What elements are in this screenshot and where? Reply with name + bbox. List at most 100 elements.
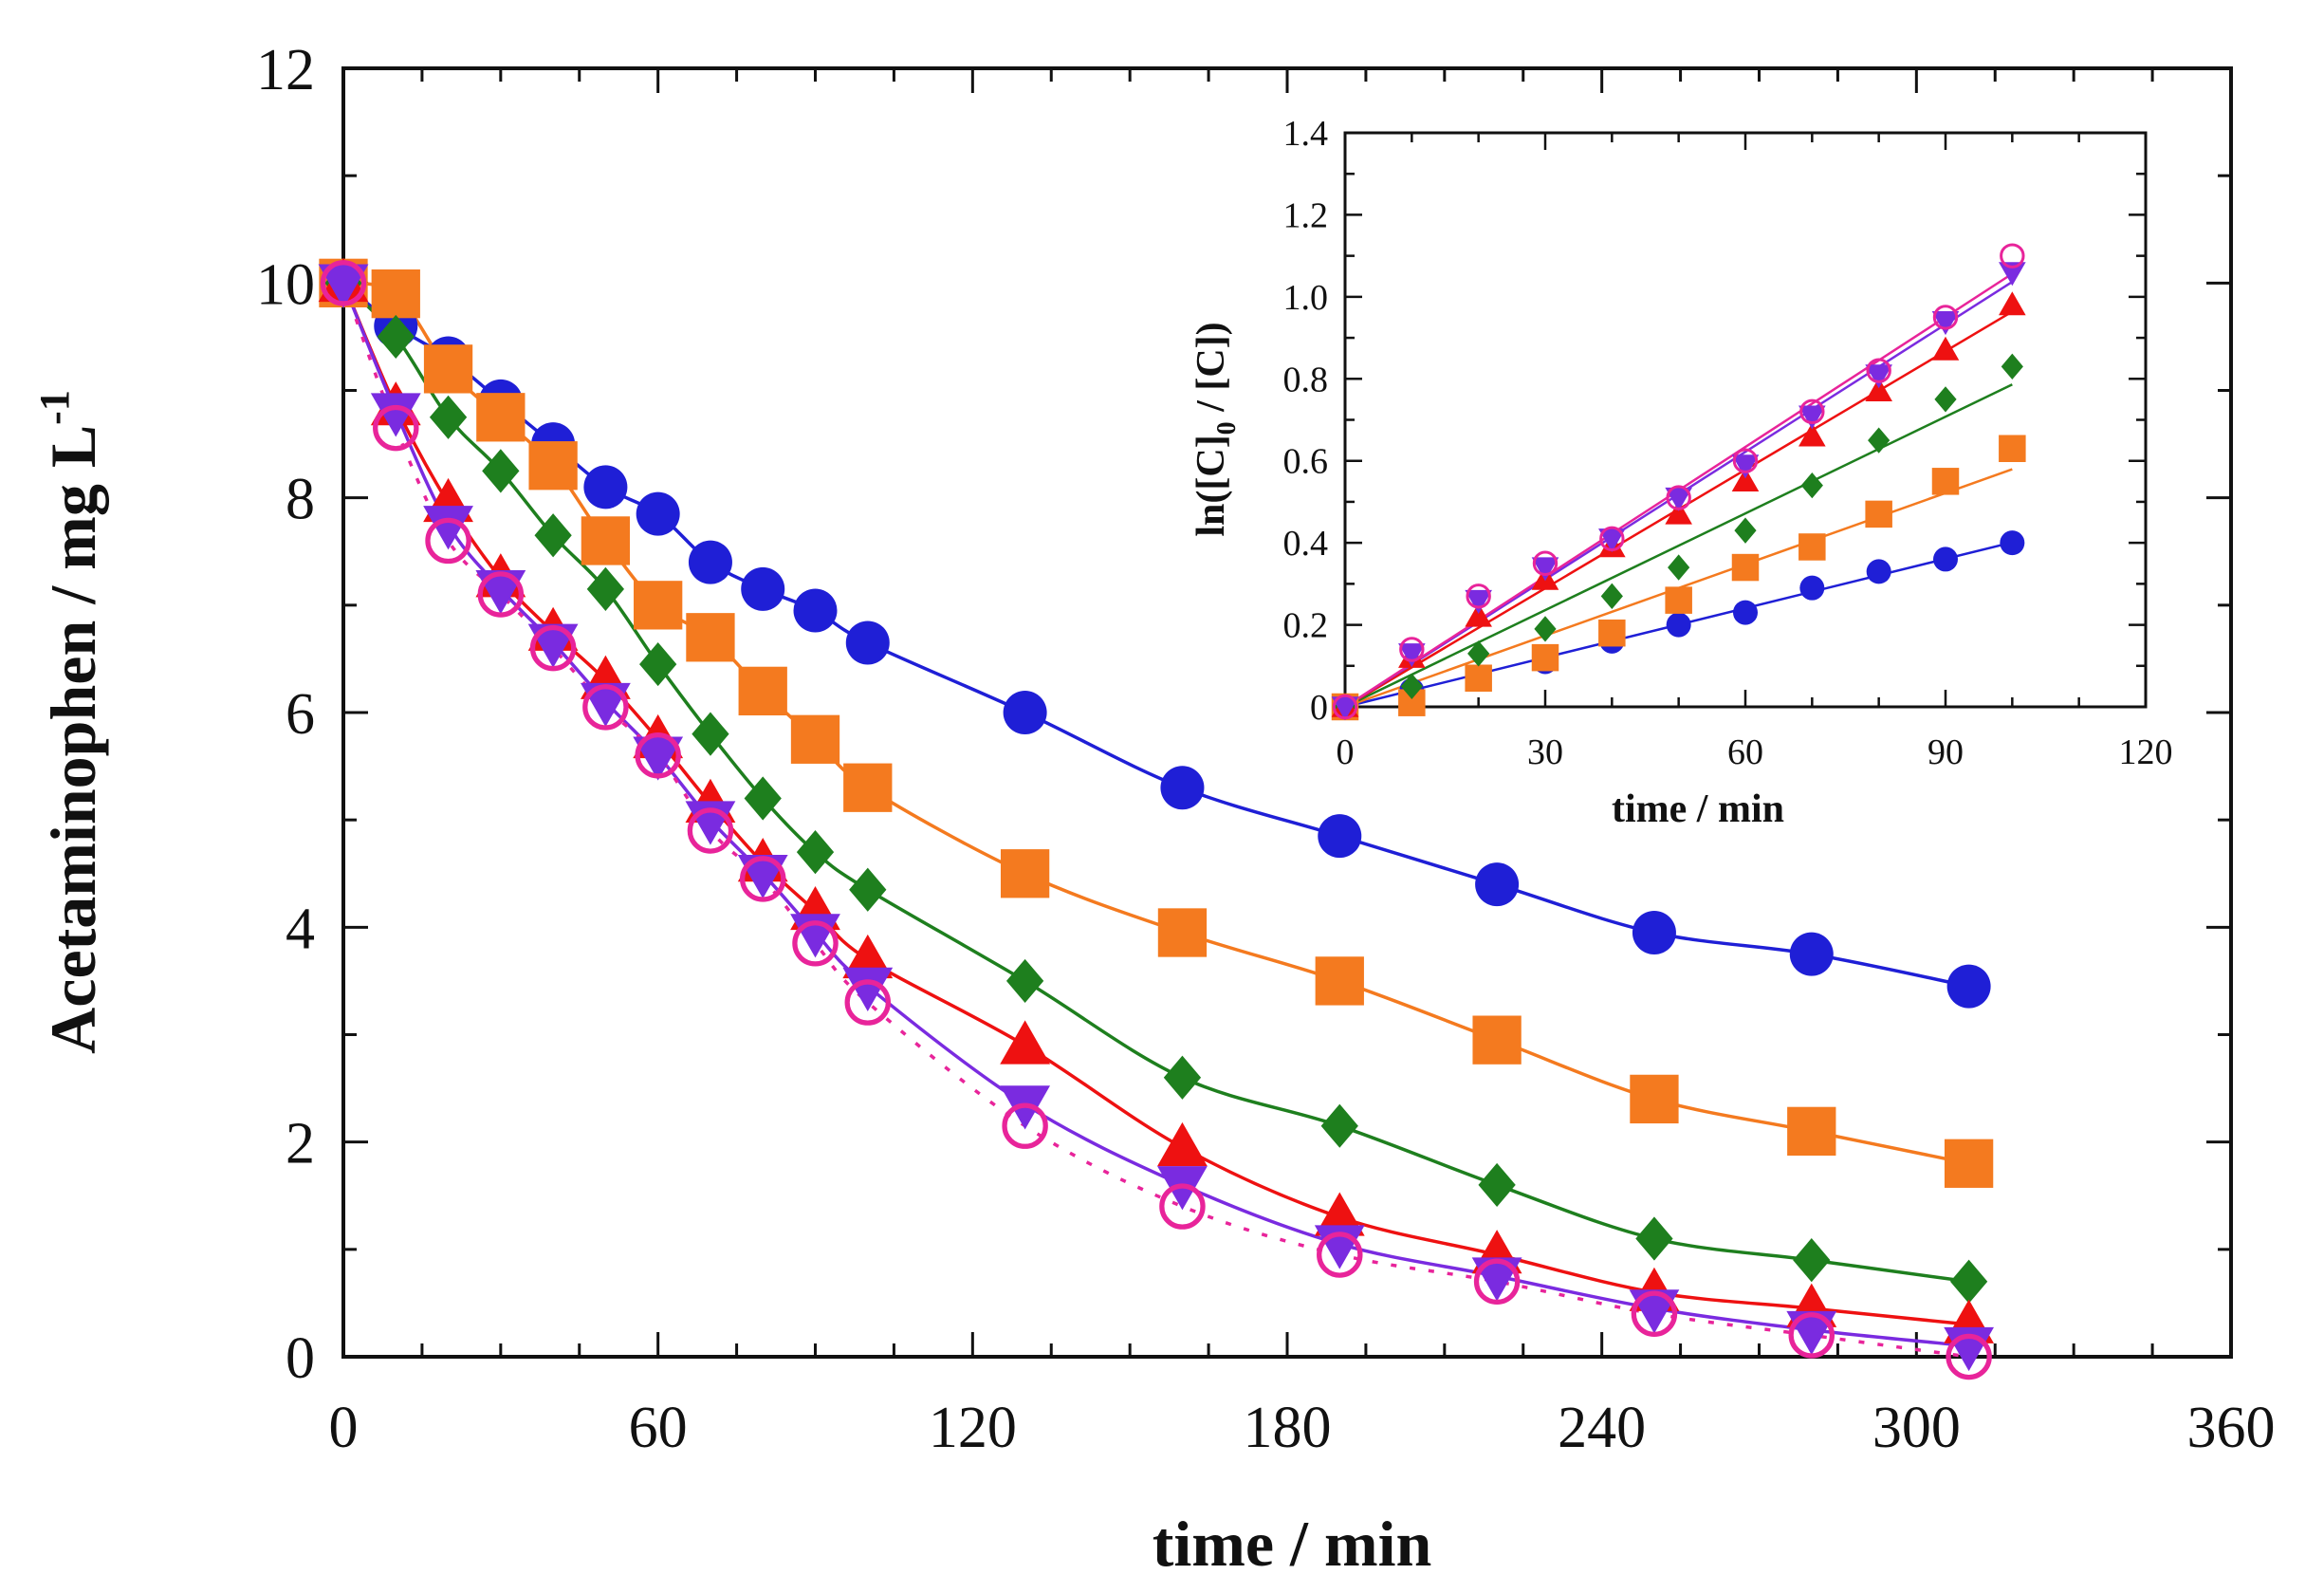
inset-point-green-diamonds (1868, 427, 1891, 454)
inset-point-green-diamonds (1600, 583, 1623, 609)
inset-point-orange-squares (1999, 435, 2026, 462)
main-point-pink-open-circles (1473, 1258, 1521, 1306)
inset-point-pink-open-circles (1332, 694, 1358, 720)
main-point-orange-squares (1000, 849, 1050, 898)
main-y-tick-label: 8 (286, 468, 315, 532)
inset-point-orange-squares (1465, 664, 1492, 692)
inset-point-purple-inverted-triangles (1398, 643, 1426, 668)
main-x-tick-label: 0 (329, 1396, 359, 1460)
main-y-axis-title: Acetaminophen / mg L-1 (31, 390, 109, 1054)
inset-point-pink-open-circles (1399, 637, 1425, 662)
main-point-orange-squares (371, 269, 420, 319)
main-point-green-diamonds (692, 712, 729, 756)
inset-point-pink-open-circles (1932, 305, 1959, 330)
inset-point-red-triangles (1798, 422, 1826, 447)
main-y-tick-label: 2 (286, 1112, 315, 1176)
main-point-pink-open-circles (687, 807, 734, 854)
inset-point-blue-circles (1799, 575, 1825, 601)
inset-point-purple-inverted-triangles (1531, 557, 1559, 582)
main-point-purple-inverted-triangles (318, 264, 369, 308)
inset-y-tick-label: 1.2 (1283, 195, 1329, 235)
inset-point-blue-circles (1666, 612, 1691, 638)
inset-point-blue-circles (1733, 600, 1758, 625)
inset-point-purple-inverted-triangles (1665, 487, 1692, 511)
main-x-axis-title: time / min (1153, 1508, 1432, 1580)
inset-point-orange-squares (1931, 468, 1960, 495)
inset-point-green-diamonds (1467, 640, 1490, 667)
inset-x-axis-title: time / min (1612, 787, 1784, 831)
inset-fit-line-green-diamonds (1344, 383, 2013, 709)
inset-point-purple-inverted-triangles (1798, 405, 1826, 430)
inset-point-orange-squares (1598, 619, 1626, 647)
inset-y-tick-label: 0.4 (1283, 524, 1329, 564)
main-point-pink-open-circles (1946, 1333, 1992, 1380)
main-point-green-diamonds (849, 867, 887, 912)
main-x-tick-label: 60 (629, 1396, 688, 1460)
inset-point-green-diamonds (1800, 472, 1823, 499)
inset-point-pink-open-circles (1866, 358, 1891, 383)
inset-y-tick-label: 0.6 (1283, 442, 1329, 482)
inset-point-red-triangles (1865, 377, 1892, 401)
main-point-red-triangles (842, 934, 894, 979)
main-point-blue-circles (1475, 862, 1520, 907)
main-point-orange-squares (423, 344, 473, 394)
inset-point-pink-open-circles (1532, 550, 1559, 576)
inset-y-axis-title: ln([C]0 / [C]) (1190, 322, 1242, 536)
inset-point-red-triangles (1931, 336, 1960, 361)
main-point-green-diamonds (744, 776, 782, 821)
main-point-green-diamonds (1320, 1103, 1358, 1148)
main-point-pink-open-circles (1317, 1232, 1363, 1278)
inset-point-green-diamonds (1934, 386, 1957, 413)
main-point-green-diamonds (482, 449, 520, 493)
main-y-tick-label: 0 (286, 1326, 315, 1391)
main-point-pink-open-circles (425, 517, 471, 565)
inset-point-pink-open-circles (1466, 583, 1491, 609)
main-point-green-diamonds (1478, 1162, 1516, 1208)
main-point-purple-inverted-triangles (370, 393, 421, 437)
main-point-green-diamonds (534, 513, 572, 558)
main-point-blue-circles (583, 465, 628, 509)
main-point-blue-circles (1003, 691, 1047, 734)
main-point-pink-open-circles (1788, 1312, 1835, 1359)
inset-point-blue-circles (2000, 530, 2025, 556)
main-point-orange-squares (581, 516, 631, 565)
main-point-green-diamonds (377, 314, 415, 360)
inset-point-purple-inverted-triangles (1931, 311, 1960, 336)
inset-point-pink-open-circles (1799, 398, 1825, 425)
main-point-pink-open-circles (582, 684, 629, 731)
main-point-pink-open-circles (792, 920, 839, 967)
inset-point-red-triangles (1665, 500, 1692, 525)
main-point-red-triangles (1314, 1192, 1365, 1236)
main-point-purple-inverted-triangles (633, 736, 684, 781)
main-y-tick-label: 4 (286, 897, 315, 961)
main-point-pink-open-circles (1631, 1290, 1678, 1337)
main-point-pink-open-circles (635, 732, 681, 779)
inset-x-tick-label: 60 (1727, 732, 1763, 772)
inset-point-green-diamonds (1534, 616, 1557, 642)
main-point-blue-circles (688, 540, 732, 584)
main-point-blue-circles (1789, 932, 1834, 976)
inset-point-blue-circles (1933, 546, 1958, 572)
inset-point-pink-open-circles (1732, 448, 1759, 473)
inset-point-orange-squares (1865, 500, 1892, 528)
main-x-tick-label: 360 (2187, 1396, 2276, 1460)
main-point-purple-inverted-triangles (423, 506, 473, 550)
main-point-pink-open-circles (529, 624, 577, 672)
main-point-blue-circles (741, 566, 785, 611)
main-point-red-triangles (1157, 1121, 1208, 1167)
main-point-orange-squares (1787, 1106, 1836, 1156)
inset-point-purple-inverted-triangles (1598, 528, 1626, 553)
main-x-tick-label: 240 (1558, 1396, 1646, 1460)
inset-x-tick-label: 120 (2119, 732, 2173, 772)
main-point-pink-open-circles (1159, 1183, 1206, 1230)
main-point-blue-circles (1318, 814, 1362, 859)
main-point-orange-squares (790, 714, 840, 764)
main-point-orange-squares (1944, 1139, 1994, 1188)
main-point-orange-squares (1630, 1074, 1679, 1124)
main-y-tick-label: 10 (256, 252, 315, 317)
main-point-green-diamonds (429, 395, 468, 439)
inset-point-pink-open-circles (2000, 243, 2025, 269)
main-point-orange-squares (634, 581, 683, 630)
inset-y-tick-label: 0.2 (1283, 606, 1329, 646)
